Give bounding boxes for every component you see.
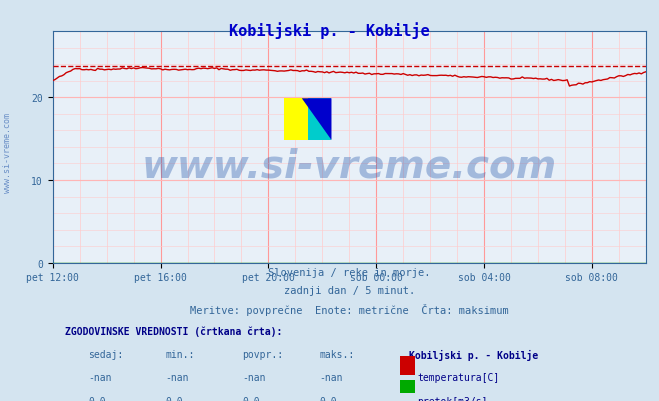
Bar [399, 380, 415, 398]
Text: 0,0: 0,0 [320, 395, 337, 401]
Text: pretok[m3/s]: pretok[m3/s] [418, 395, 488, 401]
Text: ZGODOVINSKE VREDNOSTI (črtkana črta):: ZGODOVINSKE VREDNOSTI (črtkana črta): [65, 326, 282, 336]
Text: -nan: -nan [243, 372, 266, 382]
Text: maks.:: maks.: [320, 349, 355, 359]
Text: zadnji dan / 5 minut.: zadnji dan / 5 minut. [283, 285, 415, 295]
FancyBboxPatch shape [284, 99, 308, 141]
Text: Meritve: povprečne  Enote: metrične  Črta: maksimum: Meritve: povprečne Enote: metrične Črta:… [190, 303, 509, 315]
Text: 0,0: 0,0 [165, 395, 183, 401]
Text: povpr.:: povpr.: [243, 349, 283, 359]
Text: min.:: min.: [165, 349, 195, 359]
Polygon shape [302, 99, 331, 141]
Text: -nan: -nan [88, 372, 112, 382]
Text: 0,0: 0,0 [243, 395, 260, 401]
Text: 0,0: 0,0 [88, 395, 106, 401]
Text: Slovenija / reke in morje.: Slovenija / reke in morje. [268, 267, 430, 277]
FancyBboxPatch shape [308, 99, 331, 141]
Text: Kobiljski p. - Kobilje: Kobiljski p. - Kobilje [409, 349, 538, 360]
Text: Kobiljski p. - Kobilje: Kobiljski p. - Kobilje [229, 22, 430, 39]
Text: temperatura[C]: temperatura[C] [418, 372, 500, 382]
Text: -nan: -nan [320, 372, 343, 382]
Text: -nan: -nan [165, 372, 189, 382]
Bar [399, 356, 415, 375]
Text: sedaj:: sedaj: [88, 349, 123, 359]
Text: www.si-vreme.com: www.si-vreme.com [142, 147, 557, 185]
Text: www.si-vreme.com: www.si-vreme.com [3, 112, 13, 192]
